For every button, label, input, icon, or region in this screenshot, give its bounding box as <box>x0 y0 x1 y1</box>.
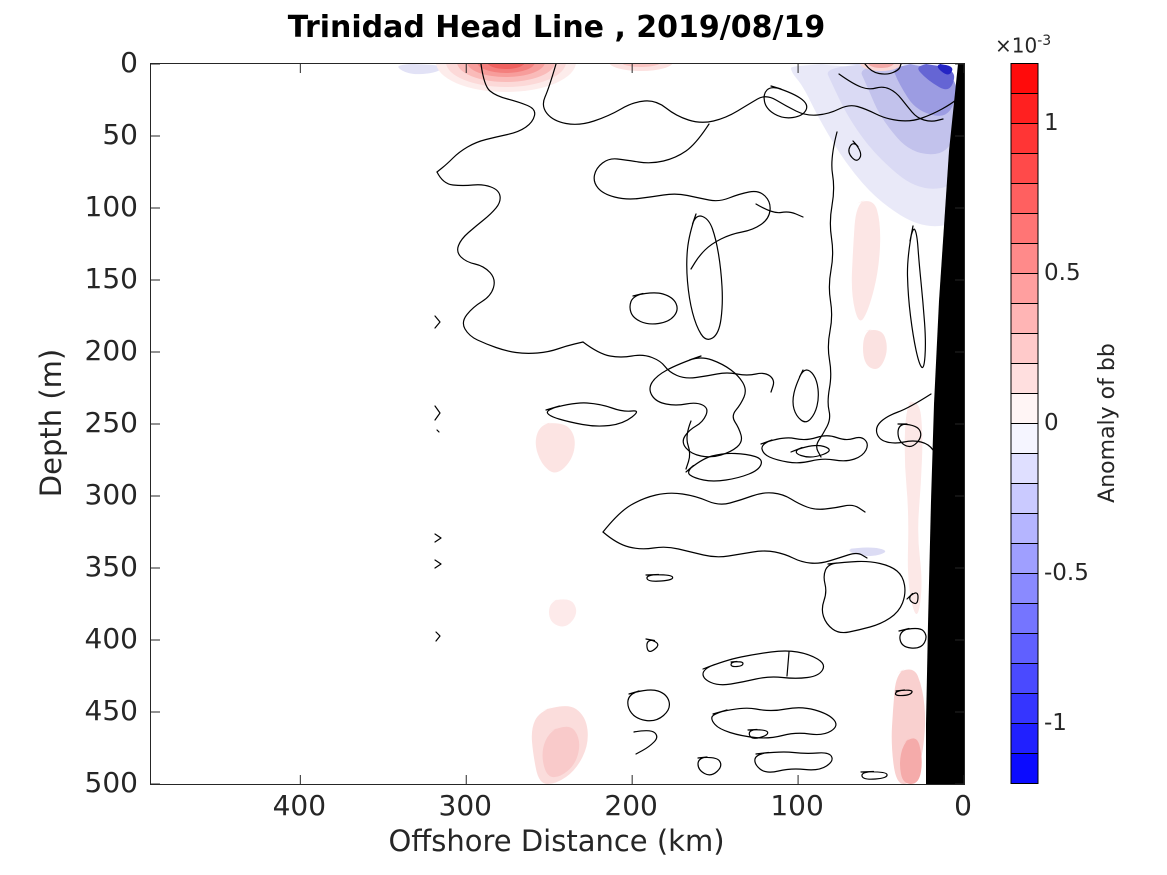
colorbar-tick-label-1: 1 <box>1044 110 1059 136</box>
colorbar-canvas <box>1010 63 1039 784</box>
y-axis-label: Depth (m) <box>34 348 68 498</box>
y-tick-label-400: 400 <box>84 622 138 655</box>
y-tick-label-100: 100 <box>84 190 138 223</box>
colorbar-tick-label-0: 0 <box>1044 410 1059 436</box>
colorbar <box>1010 63 1039 788</box>
y-tick-label-500: 500 <box>84 766 138 799</box>
colorbar-exponent-power: -3 <box>1037 33 1052 49</box>
x-tick-label-100: 100 <box>770 789 824 822</box>
x-tick-label-300: 300 <box>438 789 492 822</box>
x-tick-label-0: 0 <box>954 789 972 822</box>
y-tick-label-250: 250 <box>84 406 138 439</box>
y-tick-label-200: 200 <box>84 334 138 367</box>
colorbar-tick-label--1: -1 <box>1044 710 1067 736</box>
colorbar-label: Anomaly of bb <box>1095 343 1120 503</box>
colorbar-exponent: ×10-3 <box>995 33 1051 58</box>
y-tick-label-50: 50 <box>102 118 138 151</box>
colorbar-exponent-base: ×10 <box>995 33 1038 58</box>
x-axis-label: Offshore Distance (km) <box>388 824 725 858</box>
y-tick-label-300: 300 <box>84 478 138 511</box>
y-tick-label-350: 350 <box>84 550 138 583</box>
y-tick-label-150: 150 <box>84 262 138 295</box>
colorbar-tick-label-0.5: 0.5 <box>1044 260 1081 286</box>
colorbar-tick-label--0.5: -0.5 <box>1044 560 1089 586</box>
y-tick-label-0: 0 <box>120 46 138 79</box>
plot-title: Trinidad Head Line , 2019/08/19 <box>287 10 826 45</box>
contour-plot-canvas <box>151 64 964 784</box>
y-tick-label-450: 450 <box>84 694 138 727</box>
x-tick-label-200: 200 <box>604 789 658 822</box>
x-tick-label-400: 400 <box>272 789 327 822</box>
plot-area <box>150 63 965 785</box>
